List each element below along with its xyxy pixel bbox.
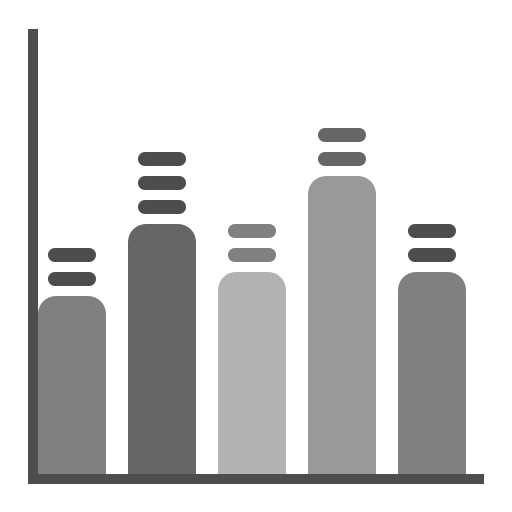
bar-chart-icon bbox=[0, 0, 512, 512]
bar-cap-segment bbox=[138, 152, 186, 166]
x-axis bbox=[28, 474, 484, 484]
bar bbox=[128, 224, 196, 474]
bar-cap-segment bbox=[228, 224, 276, 238]
bar-cap-segment bbox=[138, 200, 186, 214]
bar-cap-segment bbox=[318, 128, 366, 142]
bar-cap-segment bbox=[48, 272, 96, 286]
bar-cap-segment bbox=[318, 152, 366, 166]
bar bbox=[38, 296, 106, 474]
bar bbox=[218, 272, 286, 474]
y-axis bbox=[28, 29, 38, 484]
bar bbox=[308, 176, 376, 474]
bar-cap-segment bbox=[228, 248, 276, 262]
bar bbox=[398, 272, 466, 474]
bar-cap-segment bbox=[408, 224, 456, 238]
bar-cap-segment bbox=[138, 176, 186, 190]
bar-cap-segment bbox=[48, 248, 96, 262]
bar-cap-segment bbox=[408, 248, 456, 262]
bars-area bbox=[38, 29, 484, 474]
